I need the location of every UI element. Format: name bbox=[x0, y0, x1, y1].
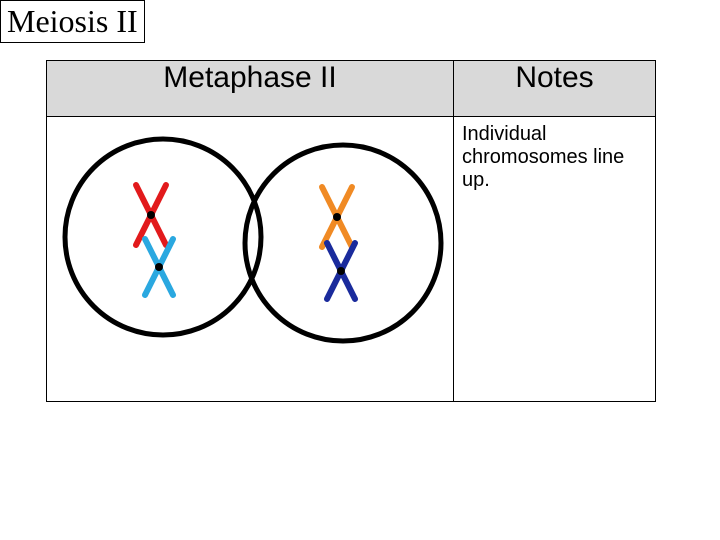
centromere-dot bbox=[333, 213, 341, 221]
chromosome-1 bbox=[145, 239, 173, 295]
table-body-row: Individual chromosomes line up. bbox=[47, 117, 656, 402]
metaphase-diagram bbox=[47, 117, 453, 401]
diagram-cell bbox=[47, 117, 454, 402]
col-header-diagram-label: Metaphase II bbox=[163, 61, 336, 94]
chromosome-arm bbox=[136, 185, 151, 215]
chromosome-arm bbox=[151, 215, 166, 245]
table-header-row: Metaphase II Notes bbox=[47, 61, 656, 117]
chromosome-arm bbox=[341, 271, 355, 299]
chromosome-2 bbox=[322, 187, 352, 247]
centromere-dot bbox=[155, 263, 163, 271]
col-header-diagram: Metaphase II bbox=[47, 61, 454, 117]
centromere-dot bbox=[337, 267, 345, 275]
page-title: Meiosis II bbox=[7, 3, 138, 39]
chromosome-arm bbox=[341, 243, 355, 271]
metaphase-table: Metaphase II Notes Individual chromosome… bbox=[46, 60, 656, 402]
chromosome-arm bbox=[327, 243, 341, 271]
chromosome-3 bbox=[327, 243, 355, 299]
chromosome-arm bbox=[145, 239, 159, 267]
chromosome-arm bbox=[145, 267, 159, 295]
chromosome-arm bbox=[151, 185, 166, 215]
chromosome-arm bbox=[337, 187, 352, 217]
notes-text: Individual chromosomes line up. bbox=[462, 123, 624, 191]
chromosome-arm bbox=[322, 187, 337, 217]
centromere-dot bbox=[147, 211, 155, 219]
notes-cell: Individual chromosomes line up. bbox=[454, 117, 656, 402]
col-header-notes: Notes bbox=[454, 61, 656, 117]
page-title-box: Meiosis II bbox=[0, 0, 145, 43]
chromosome-arm bbox=[337, 217, 352, 247]
col-header-notes-label: Notes bbox=[515, 61, 593, 94]
chromosome-arm bbox=[159, 267, 173, 295]
chromosome-arm bbox=[327, 271, 341, 299]
cell-outline-1 bbox=[245, 145, 441, 341]
chromosome-0 bbox=[136, 185, 166, 245]
